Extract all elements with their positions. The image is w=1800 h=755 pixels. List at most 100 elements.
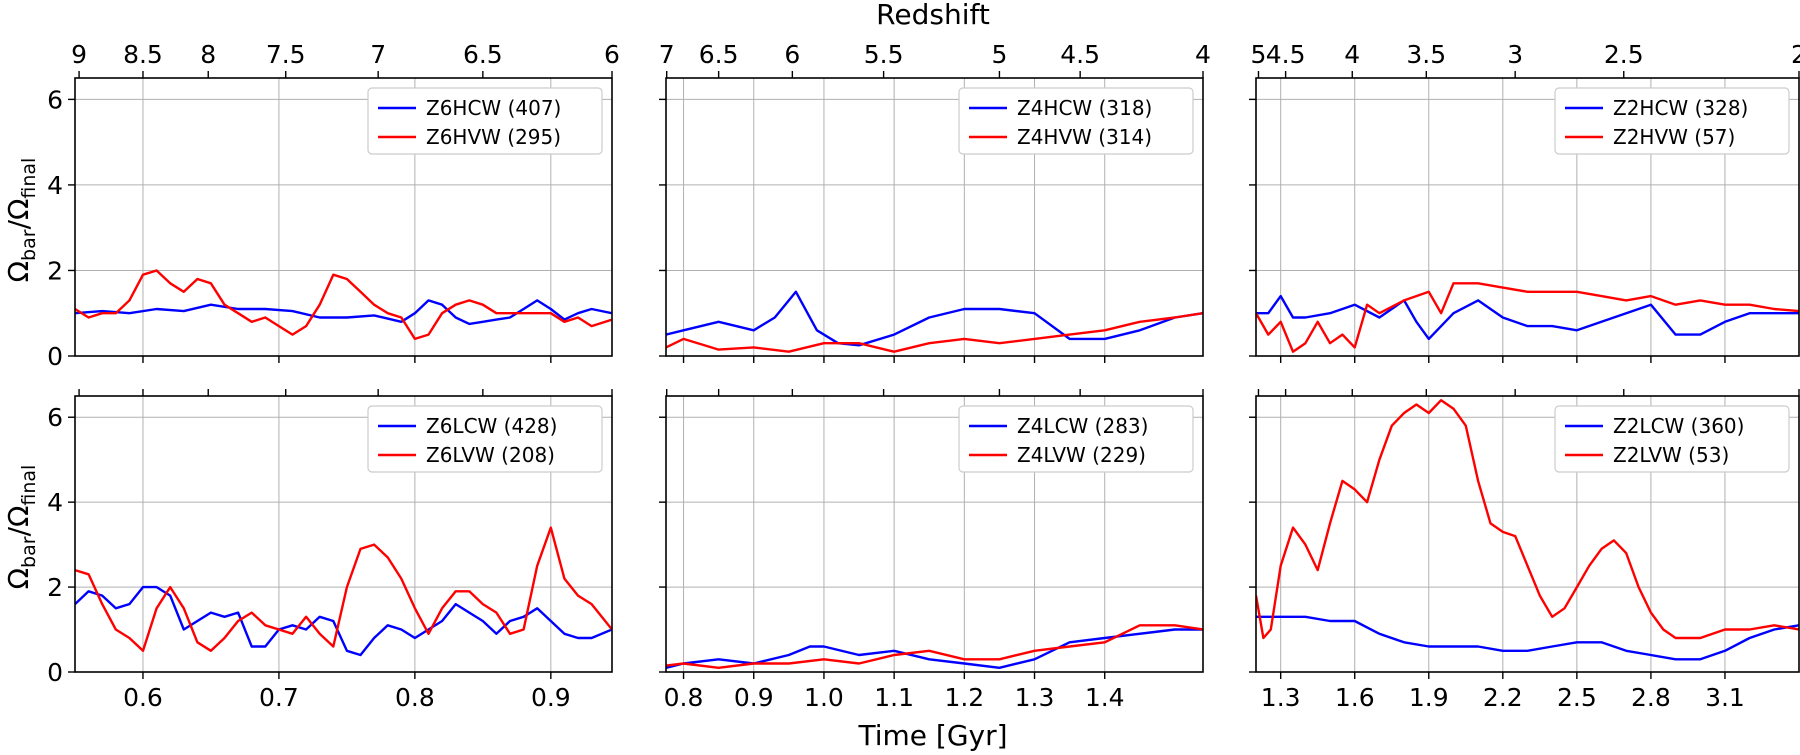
legend-box [367, 405, 603, 473]
top-tick-label: 8 [200, 40, 216, 69]
x-tick-label: 1.1 [874, 683, 914, 712]
series-line-Z6LVW [75, 526, 612, 652]
x-tick-label: 2.5 [1557, 683, 1597, 712]
ylabel-sub-bar: bar [18, 229, 40, 261]
x-tick-label: 1.3 [1015, 683, 1055, 712]
legend-box [1554, 87, 1790, 155]
x-tick-label: 1.3 [1261, 683, 1301, 712]
ylabel-sub-final: final [18, 465, 40, 506]
ylabel-sep: /Ω [2, 506, 35, 537]
top-tick-label: 7 [659, 40, 675, 69]
top-tick-label: 6 [784, 40, 800, 69]
legend-label: Z2LCW (360) [1613, 414, 1744, 438]
x-tick-label: 2.2 [1483, 683, 1523, 712]
y-tick-label: 2 [47, 256, 63, 285]
legend: Z6HCW (407) Z6HVW (295) [367, 87, 603, 155]
x-tick-label: 0.8 [664, 683, 704, 712]
series-line-Z2HVW [1256, 282, 1799, 353]
legend-label: Z4LCW (283) [1017, 414, 1148, 438]
legend-label: Z4HVW (314) [1017, 125, 1152, 149]
top-tick-label: 5 [991, 40, 1007, 69]
x-tick-label: 0.6 [123, 683, 163, 712]
legend: Z6LCW (428) Z6LVW (208) [367, 405, 603, 473]
top-tick-label: 4.5 [1266, 40, 1306, 69]
x-tick-label: 1.9 [1409, 683, 1449, 712]
x-tick-label: 0.7 [259, 683, 299, 712]
panel-top-right: 5 4.5 4 3.5 3 2.5 2 Z2HCW (328) Z2HVW (57) [1249, 40, 1800, 363]
x-tick-label: 1.2 [944, 683, 984, 712]
axes-frame [74, 77, 613, 357]
top-tick-label: 4 [1344, 40, 1360, 69]
x-tick-label: 2.8 [1631, 683, 1671, 712]
ylabel-sep: /Ω [2, 199, 35, 230]
legend-label: Z4HCW (318) [1017, 96, 1152, 120]
x-tick-label: 1.0 [804, 683, 844, 712]
legend-box [367, 87, 603, 155]
top-tick-label: 4.5 [1060, 40, 1100, 69]
y-tick-label: 0 [47, 342, 63, 371]
series-line-Z2HCW [1256, 294, 1799, 341]
top-tick-label: 3 [1507, 40, 1523, 69]
legend-label: Z4LVW (229) [1017, 443, 1146, 467]
series-line-Z4LVW [666, 624, 1203, 669]
series-line-Z6LCW [75, 585, 612, 657]
legend-box [958, 405, 1194, 473]
ylabel-omega: Ω [2, 568, 35, 589]
top-tick-label: 2 [1791, 40, 1800, 69]
bottom-axis-label: Time [Gyr] [857, 719, 1007, 752]
x-tick-label: 0.9 [734, 683, 774, 712]
y-tick-label: 0 [47, 658, 63, 687]
y-axis-label-top: Ωbar/Ωfinal [2, 158, 40, 283]
ylabel-sub-final: final [18, 158, 40, 199]
top-tick-label: 2.5 [1604, 40, 1644, 69]
series-line-Z2LVW [1256, 399, 1799, 640]
top-tick-label: 5.5 [864, 40, 904, 69]
y-tick-label: 6 [47, 403, 63, 432]
x-tick-label: 0.9 [531, 683, 571, 712]
legend: Z2LCW (360) Z2LVW (53) [1554, 405, 1790, 473]
x-tick-label: 0.8 [395, 683, 435, 712]
axes-frame [1255, 77, 1800, 357]
series-line-Z2LCW [1256, 615, 1799, 661]
legend-label: Z6LCW (428) [426, 414, 557, 438]
legend-label: Z2HVW (57) [1613, 125, 1735, 149]
top-tick-label: 6.5 [463, 40, 503, 69]
legend-label: Z6HVW (295) [426, 125, 561, 149]
series-line-Z6HCW [75, 299, 612, 326]
axes-frame [1255, 395, 1800, 673]
series-line-Z4HCW [666, 290, 1203, 347]
x-tick-label: 1.6 [1335, 683, 1375, 712]
top-tick-label: 7.5 [266, 40, 306, 69]
legend-label: Z6LVW (208) [426, 443, 555, 467]
panel-bottom-middle: 0.8 0.9 1.0 1.1 1.2 1.3 1.4 Z4LCW (283) Z4LVW (2… [659, 389, 1204, 712]
top-tick-label: 3.5 [1406, 40, 1446, 69]
top-tick-label: 9 [71, 40, 87, 69]
legend: Z2HCW (328) Z2HVW (57) [1554, 87, 1790, 155]
series-line-Z4HVW [666, 312, 1203, 353]
series-line-Z6HVW [75, 269, 612, 341]
legend: Z4HCW (318) Z4HVW (314) [958, 87, 1194, 155]
top-tick-label: 5 [1250, 40, 1266, 69]
y-axis-label-bottom: Ωbar/Ωfinal [2, 465, 40, 590]
x-tick-label: 3.1 [1705, 683, 1745, 712]
top-tick-label: 8.5 [123, 40, 163, 69]
top-tick-label: 7 [370, 40, 386, 69]
legend-box [958, 87, 1194, 155]
y-tick-label: 2 [47, 573, 63, 602]
series-line-Z4LCW [666, 628, 1203, 669]
legend-label: Z2HCW (328) [1613, 96, 1748, 120]
legend: Z4LCW (283) Z4LVW (229) [958, 405, 1194, 473]
y-tick-label: 4 [47, 488, 63, 517]
ylabel-omega: Ω [2, 261, 35, 282]
legend-label: Z2LVW (53) [1613, 443, 1729, 467]
x-tick-label: 1.4 [1085, 683, 1125, 712]
y-tick-label: 4 [47, 171, 63, 200]
axes-frame [665, 77, 1204, 357]
axes-frame [74, 395, 613, 673]
top-tick-label: 6.5 [699, 40, 739, 69]
top-axis-label: Redshift [876, 0, 990, 31]
y-tick-label: 6 [47, 85, 63, 114]
